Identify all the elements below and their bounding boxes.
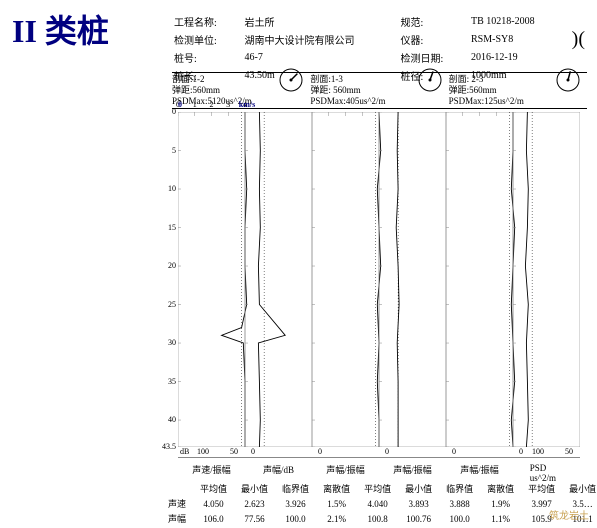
hdr-label: 桩号: <box>174 50 243 66</box>
stat-val: 100.76 <box>399 512 438 525</box>
gauge-icon <box>417 67 443 93</box>
hdr-val: 岩土所 <box>245 14 399 30</box>
stat-row-h: 声幅 <box>162 512 192 525</box>
stat-val: 2.623 <box>235 497 274 510</box>
hdr-label: 工程名称: <box>174 14 243 30</box>
x-tick: 1 <box>193 100 197 109</box>
stat-val: 3.888 <box>440 497 479 510</box>
stat-val: 100.0 <box>276 512 315 525</box>
page-title: II 类桩 <box>12 6 109 52</box>
stat-col: 平均值 <box>522 482 561 495</box>
btm-tick: 0 <box>452 447 456 456</box>
depth-tick: 30 <box>168 338 178 347</box>
gauge-icon <box>555 67 581 93</box>
hdr-val: 46-7 <box>245 50 399 66</box>
btm-caption: 声幅/振幅 <box>460 463 499 476</box>
depth-tick: 35 <box>168 377 178 386</box>
hdr-label: 检测日期: <box>401 50 470 66</box>
hdr-val: TB 10218-2008 <box>471 14 570 30</box>
watermark: 筑龙岩土 <box>549 507 589 522</box>
hdr-val: RSM-SY8 <box>471 32 570 48</box>
btm-tick: 50 <box>565 447 573 456</box>
side-mark: )( <box>572 28 585 51</box>
btm-caption: 声幅/振幅 <box>393 463 432 476</box>
stat-col: 最小值 <box>399 482 438 495</box>
stat-val: 2.1% <box>317 512 356 525</box>
btm-caption: 声幅/振幅 <box>326 463 365 476</box>
x-tick: 2 <box>210 100 214 109</box>
gauge-icon <box>278 67 304 93</box>
btm-tick: 0 <box>251 447 255 456</box>
stat-col: 临界值 <box>440 482 479 495</box>
stat-val: 3.893 <box>399 497 438 510</box>
stat-val: 3.926 <box>276 497 315 510</box>
stat-val: 4.040 <box>358 497 397 510</box>
stat-col: 最小值 <box>563 482 597 495</box>
stat-col: 最小值 <box>235 482 274 495</box>
stat-val: 1.9% <box>481 497 520 510</box>
stat-col: 离散值 <box>481 482 520 495</box>
btm-tick: 0 <box>519 447 523 456</box>
btm-tick: 100 <box>532 447 544 456</box>
depth-tick: 25 <box>168 300 178 309</box>
depth-tick: 5 <box>172 146 178 155</box>
depth-tick: 40 <box>168 415 178 424</box>
zero-label: 0 <box>178 100 182 109</box>
hdr-val: 2016-12-19 <box>471 50 570 66</box>
stat-col: 临界值 <box>276 482 315 495</box>
stat-val: 1.1% <box>481 512 520 525</box>
hdr-val: 湖南中大设计院有限公司 <box>245 32 399 48</box>
stat-val: 100.8 <box>358 512 397 525</box>
btm-tick: 0 <box>318 447 322 456</box>
btm-caption: 声速/振幅 <box>192 463 231 476</box>
btm-tick: 0 <box>385 447 389 456</box>
x-tick: 3 <box>226 100 230 109</box>
stat-col: 离散值 <box>317 482 356 495</box>
hdr-label: 检测单位: <box>174 32 243 48</box>
depth-tick: 15 <box>168 223 178 232</box>
btm-tick: 50 <box>230 447 238 456</box>
stat-val: 100.0 <box>440 512 479 525</box>
depth-tick: 43.5 <box>162 442 178 451</box>
stat-col: 平均值 <box>358 482 397 495</box>
btm-tick: 100 <box>197 447 209 456</box>
chart-area <box>178 112 580 447</box>
stat-row-h: 声速 <box>162 497 192 510</box>
stats-table: 平均值最小值临界值离散值平均值最小值临界值离散值平均值最小值临界声速4.0502… <box>160 480 597 527</box>
unit-label: km/s <box>239 100 255 109</box>
depth-tick: 0 <box>172 107 178 116</box>
btm-unit: dB <box>180 447 189 456</box>
stat-col: 平均值 <box>194 482 233 495</box>
hdr-label: 仪器: <box>401 32 470 48</box>
stat-val: 106.0 <box>194 512 233 525</box>
btm-caption: 声幅/dB <box>263 463 294 476</box>
stat-val: 1.5% <box>317 497 356 510</box>
depth-tick: 20 <box>168 261 178 270</box>
x-axis-top: 01234km/s0 <box>178 100 580 112</box>
stat-val: 4.050 <box>194 497 233 510</box>
stat-val: 77.56 <box>235 512 274 525</box>
hdr-label: 规范: <box>401 14 470 30</box>
depth-tick: 10 <box>168 184 178 193</box>
x-axis-bottom: 100 50 dB声速/振幅 0 声幅/dB 0 声幅/振幅 0 声幅/振幅 0 声幅/振幅 0 100… <box>178 447 580 477</box>
